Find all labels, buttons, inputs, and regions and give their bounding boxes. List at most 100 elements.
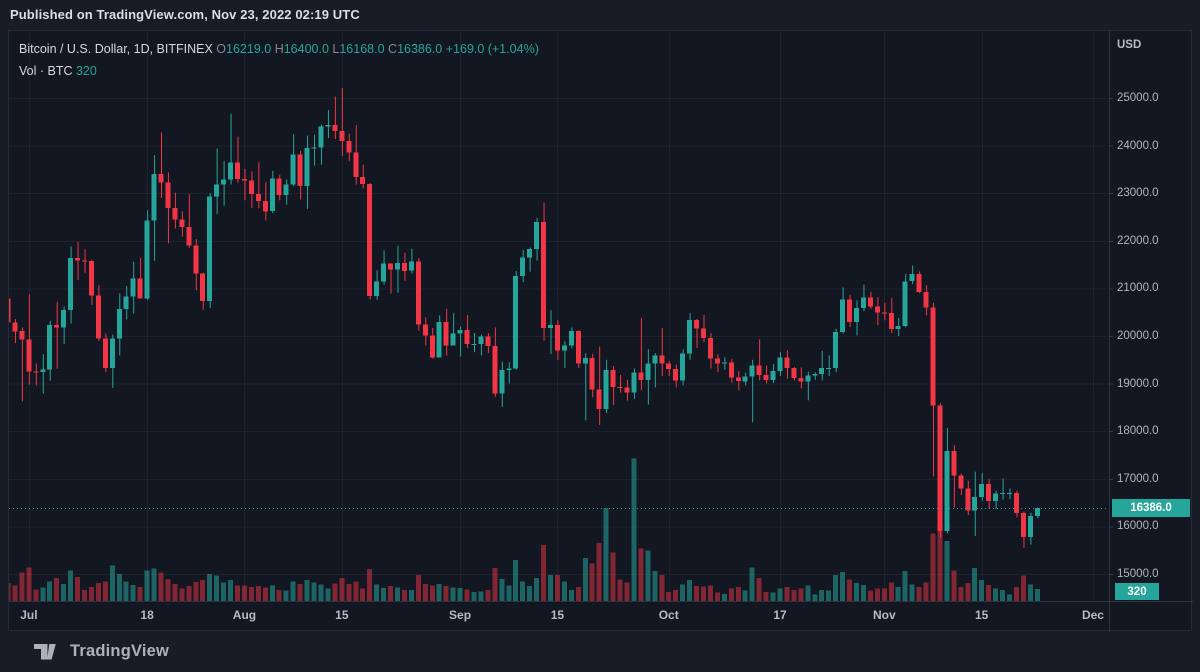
volume-bar [652, 571, 658, 601]
open-value: 16219.0 [226, 42, 272, 56]
price-tick-label: 20000.0 [1117, 330, 1159, 342]
candle-body [833, 332, 839, 368]
published-text: Published on TradingView.com, Nov 23, 20… [10, 7, 360, 22]
volume-bar [749, 567, 755, 602]
candle-body [297, 154, 303, 186]
volume-bar [388, 586, 393, 601]
candle-body [339, 130, 345, 141]
volume-bar [165, 578, 171, 601]
candle-body [777, 357, 783, 372]
candle-body [325, 125, 331, 127]
volume-bar [798, 588, 804, 601]
volume-bar [450, 587, 456, 601]
volume-bar [401, 589, 407, 602]
price-tick-label: 18000.0 [1117, 425, 1159, 438]
candle-body [819, 367, 825, 375]
volume-bar [763, 592, 769, 601]
candle-body [784, 357, 790, 368]
volume-bar [436, 584, 442, 601]
volume-bar [659, 574, 665, 602]
candle-body [151, 174, 157, 221]
symbol-title[interactable]: Bitcoin / U.S. Dollar, 1D, BITFINEX [19, 42, 213, 56]
volume-bar [214, 575, 220, 601]
candle-body [1020, 513, 1026, 537]
candle-body [478, 336, 484, 345]
volume-bar [770, 592, 776, 601]
candle-body [756, 365, 762, 375]
candle-body [937, 405, 943, 532]
candle-body [714, 358, 720, 364]
volume-bar [248, 586, 254, 602]
candle-body [958, 475, 964, 489]
footer: TradingView [0, 631, 1200, 672]
candle-body [527, 248, 533, 258]
low-value: 16168.0 [339, 42, 385, 56]
candle-body [214, 184, 220, 197]
volume-bar [332, 583, 338, 601]
volume-bar [339, 577, 345, 602]
volume-bar [478, 591, 484, 601]
candle-body [26, 339, 32, 372]
volume-bar [561, 581, 567, 601]
candle-body [965, 488, 971, 511]
tradingview-brand-text[interactable]: TradingView [70, 642, 170, 660]
volume-bar [1034, 589, 1040, 601]
chart-legend: Bitcoin / U.S. Dollar, 1D, BITFINEX O162… [19, 38, 539, 82]
volume-bar [95, 583, 101, 601]
volume-bar [1027, 584, 1033, 601]
volume-bar [840, 571, 846, 602]
volume-bar [242, 585, 247, 601]
candle-body [89, 260, 94, 296]
candle-body [624, 387, 630, 393]
candle-body [61, 309, 67, 328]
volume-bar [40, 587, 46, 601]
candle-body [255, 194, 261, 201]
candle-body [283, 184, 289, 196]
time-tick-label: 15 [975, 608, 989, 622]
volume-bar [102, 581, 108, 601]
candle-body [721, 362, 727, 364]
candle-body [867, 297, 873, 307]
candle-body [749, 365, 755, 377]
candle-body [304, 148, 310, 187]
volume-bar [735, 586, 741, 602]
candle-body [513, 276, 519, 369]
volume-bar [492, 568, 498, 601]
candle-body [492, 346, 498, 394]
candle-body [986, 484, 992, 502]
candle-body [735, 377, 741, 382]
volume-bar [123, 581, 129, 601]
candle-body [589, 357, 595, 390]
volume-label: Vol · BTC [19, 64, 73, 78]
volume-bar [276, 590, 282, 601]
chart-pane[interactable]: Bitcoin / U.S. Dollar, 1D, BITFINEX O162… [8, 30, 1193, 632]
volume-bar [1020, 575, 1026, 601]
chart-canvas[interactable] [9, 31, 1193, 632]
candle-body [826, 367, 832, 369]
candle-body [200, 273, 206, 302]
volume-bar [916, 586, 922, 602]
candle-body [742, 376, 748, 382]
candle-body [443, 322, 449, 346]
tradingview-logo-icon[interactable] [34, 643, 61, 660]
volume-bar [680, 584, 686, 601]
candle-body [450, 333, 456, 346]
volume-bar [255, 586, 261, 601]
candle-body [617, 386, 623, 388]
volume-bar [756, 577, 762, 602]
volume-bars-layer [9, 458, 1040, 602]
close-value: 16386.0 [397, 42, 443, 56]
last-price-badge: 16386.0 [1112, 499, 1190, 517]
volume-bar [311, 582, 317, 602]
candle-body [666, 363, 672, 369]
volume-bar [833, 575, 839, 601]
close-label: C [388, 42, 398, 56]
candle-body [290, 154, 296, 185]
candle-body [930, 307, 936, 406]
volume-bar [499, 578, 505, 601]
candle-body [172, 208, 178, 220]
candle-body [847, 299, 853, 323]
candle-body [75, 257, 80, 261]
volume-bar [638, 548, 644, 601]
volume-bar [965, 583, 971, 601]
